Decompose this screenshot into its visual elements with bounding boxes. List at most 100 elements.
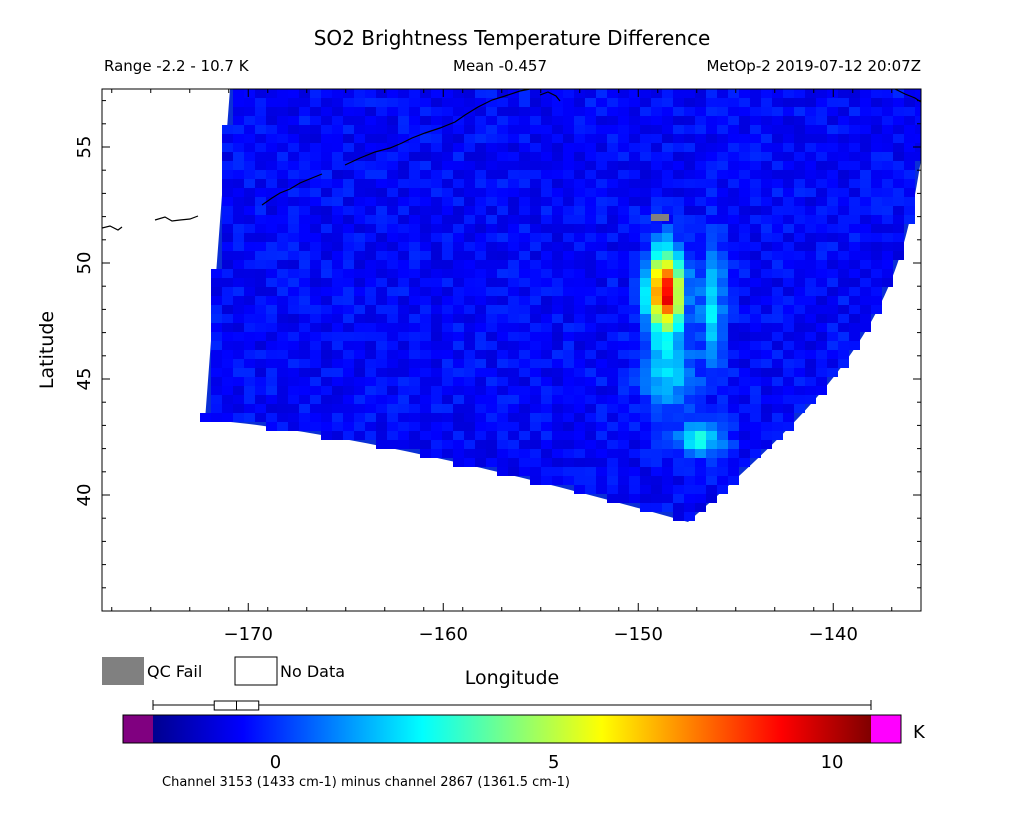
swath-pixel (651, 467, 662, 476)
swath-pixel (849, 323, 860, 332)
swath-pixel (629, 269, 640, 278)
swath-pixel (310, 359, 321, 368)
swath-pixel (420, 413, 431, 422)
swath-pixel (376, 422, 387, 431)
swath-pixel (871, 287, 882, 296)
swath-pixel (728, 296, 739, 305)
swath-pixel (508, 98, 519, 107)
swath-pixel (442, 404, 453, 413)
swath-pixel (222, 215, 233, 224)
swath-pixel (277, 134, 288, 143)
swath-pixel (244, 341, 255, 350)
swath-pixel (651, 485, 662, 494)
swath-pixel (816, 251, 827, 260)
swath-pixel (794, 323, 805, 332)
y-tick-label: 45 (74, 368, 95, 391)
swath-pixel (288, 143, 299, 152)
swath-pixel (508, 197, 519, 206)
swath-pixel (244, 323, 255, 332)
swath-pixel (640, 125, 651, 134)
swath-pixel (673, 269, 684, 278)
swath-pixel (618, 152, 629, 161)
swath-pixel (629, 296, 640, 305)
swath-pixel (420, 287, 431, 296)
swath-pixel (563, 134, 574, 143)
swath-pixel (409, 125, 420, 134)
swath-pixel (739, 98, 750, 107)
swath-pixel (453, 215, 464, 224)
swath-pixel (585, 476, 596, 485)
swath-pixel (299, 350, 310, 359)
swath-pixel (332, 89, 343, 98)
swath-pixel (882, 242, 893, 251)
swath-pixel (772, 323, 783, 332)
swath-pixel (530, 458, 541, 467)
swath-pixel (871, 278, 882, 287)
swath-pixel (651, 134, 662, 143)
swath-pixel (310, 206, 321, 215)
swath-pixel (805, 224, 816, 233)
swath-pixel (420, 404, 431, 413)
swath-pixel (354, 98, 365, 107)
swath-pixel (607, 98, 618, 107)
swath-pixel (508, 341, 519, 350)
swath-pixel (728, 89, 739, 98)
swath-pixel (310, 179, 321, 188)
swath-pixel (497, 224, 508, 233)
swath-pixel (596, 170, 607, 179)
swath-pixel (431, 179, 442, 188)
swath-pixel (739, 206, 750, 215)
swath-pixel (618, 377, 629, 386)
swath-pixel (299, 404, 310, 413)
swath-pixel (563, 395, 574, 404)
swath-pixel (464, 260, 475, 269)
swath-pixel (475, 215, 486, 224)
swath-pixel (222, 161, 233, 170)
y-tick-label: 55 (74, 136, 95, 159)
swath-pixel (816, 134, 827, 143)
swath-pixel (376, 161, 387, 170)
coastline-segment (894, 89, 921, 103)
swath-pixel (486, 305, 497, 314)
swath-pixel (266, 296, 277, 305)
swath-pixel (332, 224, 343, 233)
swath-pixel (354, 161, 365, 170)
swath-pixel (332, 233, 343, 242)
swath-pixel (431, 305, 442, 314)
swath-pixel (860, 278, 871, 287)
swath-pixel (464, 269, 475, 278)
swath-pixel (255, 332, 266, 341)
swath-pixel (332, 260, 343, 269)
swath-pixel (827, 332, 838, 341)
swath-pixel (310, 260, 321, 269)
swath-pixel (651, 449, 662, 458)
swath-pixel (739, 170, 750, 179)
swath-pixel (717, 287, 728, 296)
swath-pixel (354, 350, 365, 359)
swath-pixel (442, 305, 453, 314)
swath-pixel (431, 197, 442, 206)
swath-pixel (673, 242, 684, 251)
swath-pixel (288, 125, 299, 134)
swath-pixel (695, 269, 706, 278)
swath-pixel (783, 296, 794, 305)
swath-pixel (431, 233, 442, 242)
swath-pixel (475, 89, 486, 98)
swath-pixel (574, 260, 585, 269)
swath-pixel (321, 170, 332, 179)
swath-pixel (684, 440, 695, 449)
swath-pixel (475, 404, 486, 413)
swath-pixel (420, 359, 431, 368)
swath-pixel (761, 422, 772, 431)
swath-pixel (255, 323, 266, 332)
swath-pixel (871, 233, 882, 242)
swath-pixel (860, 197, 871, 206)
swath-pixel (706, 467, 717, 476)
swath-pixel (420, 233, 431, 242)
swath-pixel (805, 98, 816, 107)
swath-pixel (574, 116, 585, 125)
swath-pixel (255, 215, 266, 224)
swath-pixel (519, 359, 530, 368)
swath-pixel (673, 152, 684, 161)
swath-pixel (761, 152, 772, 161)
